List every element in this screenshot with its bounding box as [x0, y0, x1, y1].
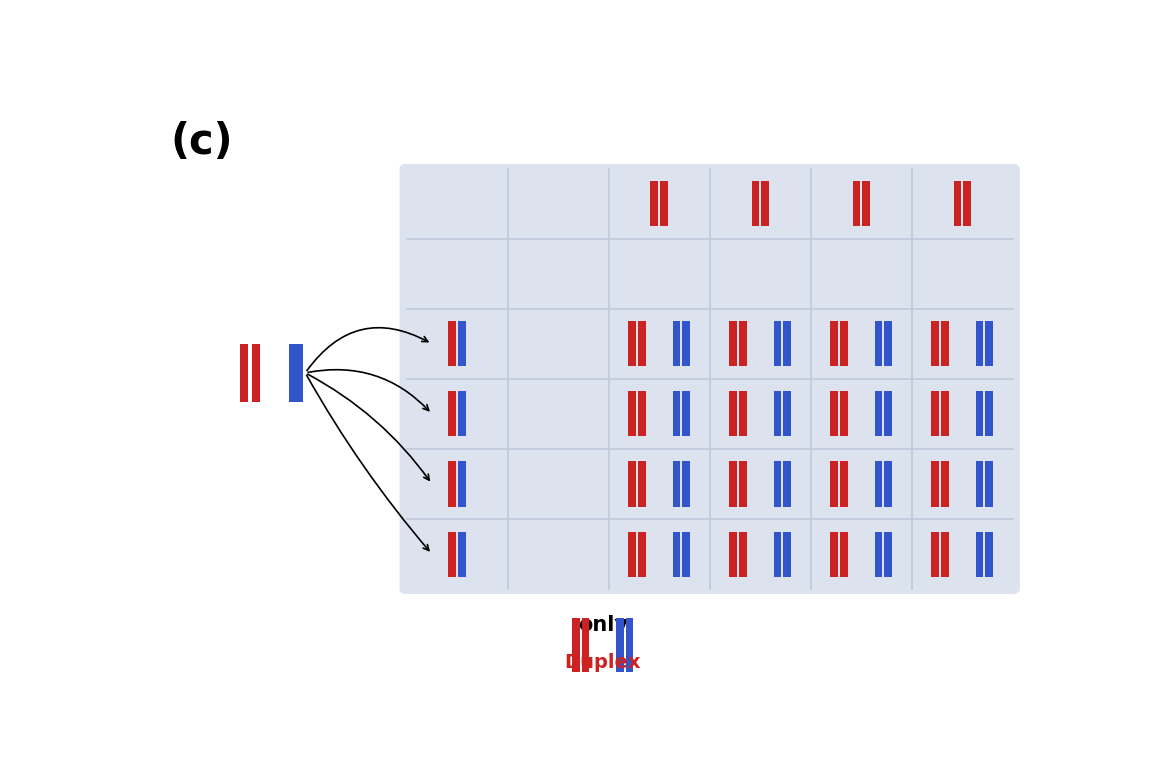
Bar	[582, 618, 590, 672]
Bar	[774, 321, 781, 367]
Bar	[964, 181, 971, 226]
Bar	[774, 462, 781, 506]
Bar	[448, 531, 457, 576]
Text: only: only	[577, 615, 628, 635]
Bar	[628, 462, 636, 506]
Bar	[975, 392, 983, 437]
Bar	[830, 531, 838, 576]
Bar	[874, 392, 882, 437]
Bar	[628, 531, 636, 576]
Bar	[774, 392, 781, 437]
Bar	[673, 392, 680, 437]
Bar	[783, 321, 791, 367]
Text: Duplex: Duplex	[565, 654, 641, 672]
Bar	[884, 392, 892, 437]
Bar	[884, 531, 892, 576]
Bar	[638, 321, 646, 367]
Bar	[941, 462, 949, 506]
Bar	[448, 462, 457, 506]
Bar	[986, 321, 992, 367]
Bar	[975, 531, 983, 576]
Bar	[729, 321, 737, 367]
Bar	[673, 531, 680, 576]
Bar	[874, 462, 882, 506]
Bar	[459, 392, 466, 437]
Bar	[830, 462, 838, 506]
Bar	[739, 531, 746, 576]
Bar	[729, 392, 737, 437]
Bar	[628, 321, 636, 367]
Bar	[682, 321, 690, 367]
Bar	[975, 462, 983, 506]
Bar	[459, 321, 466, 367]
Bar	[783, 531, 791, 576]
Bar	[874, 321, 882, 367]
Bar	[841, 531, 848, 576]
Bar	[673, 462, 680, 506]
Bar	[682, 462, 690, 506]
Bar	[638, 462, 646, 506]
Bar	[932, 462, 940, 506]
Bar	[941, 321, 949, 367]
Bar	[296, 344, 304, 402]
Bar	[783, 392, 791, 437]
Bar	[932, 531, 940, 576]
Bar	[448, 321, 457, 367]
Bar	[986, 531, 992, 576]
Bar	[628, 392, 636, 437]
Bar	[682, 392, 690, 437]
Bar	[874, 531, 882, 576]
Bar	[761, 181, 769, 226]
Bar	[986, 462, 992, 506]
Bar	[638, 392, 646, 437]
Bar	[932, 321, 940, 367]
FancyBboxPatch shape	[399, 164, 1020, 594]
Bar	[739, 462, 746, 506]
Bar	[841, 321, 848, 367]
Bar	[774, 531, 781, 576]
Bar	[852, 181, 860, 226]
Bar	[616, 618, 623, 672]
Bar	[986, 392, 992, 437]
Bar	[953, 181, 961, 226]
Bar	[729, 531, 737, 576]
Text: (c): (c)	[170, 121, 233, 162]
Bar	[841, 462, 848, 506]
Bar	[783, 462, 791, 506]
Bar	[884, 462, 892, 506]
Bar	[240, 344, 248, 402]
Bar	[459, 531, 466, 576]
Bar	[459, 462, 466, 506]
Bar	[572, 618, 580, 672]
Bar	[862, 181, 869, 226]
Bar	[729, 462, 737, 506]
Bar	[932, 392, 940, 437]
Bar	[975, 321, 983, 367]
Bar	[751, 181, 759, 226]
Bar	[682, 531, 690, 576]
Bar	[941, 392, 949, 437]
Bar	[830, 392, 838, 437]
Bar	[651, 181, 658, 226]
Bar	[638, 531, 646, 576]
Bar	[841, 392, 848, 437]
Bar	[252, 344, 260, 402]
Bar	[673, 321, 680, 367]
Bar	[830, 321, 838, 367]
Bar	[941, 531, 949, 576]
Bar	[739, 392, 746, 437]
Bar	[739, 321, 746, 367]
Bar	[448, 392, 457, 437]
Bar	[289, 344, 297, 402]
Bar	[884, 321, 892, 367]
Bar	[626, 618, 634, 672]
Bar	[660, 181, 668, 226]
